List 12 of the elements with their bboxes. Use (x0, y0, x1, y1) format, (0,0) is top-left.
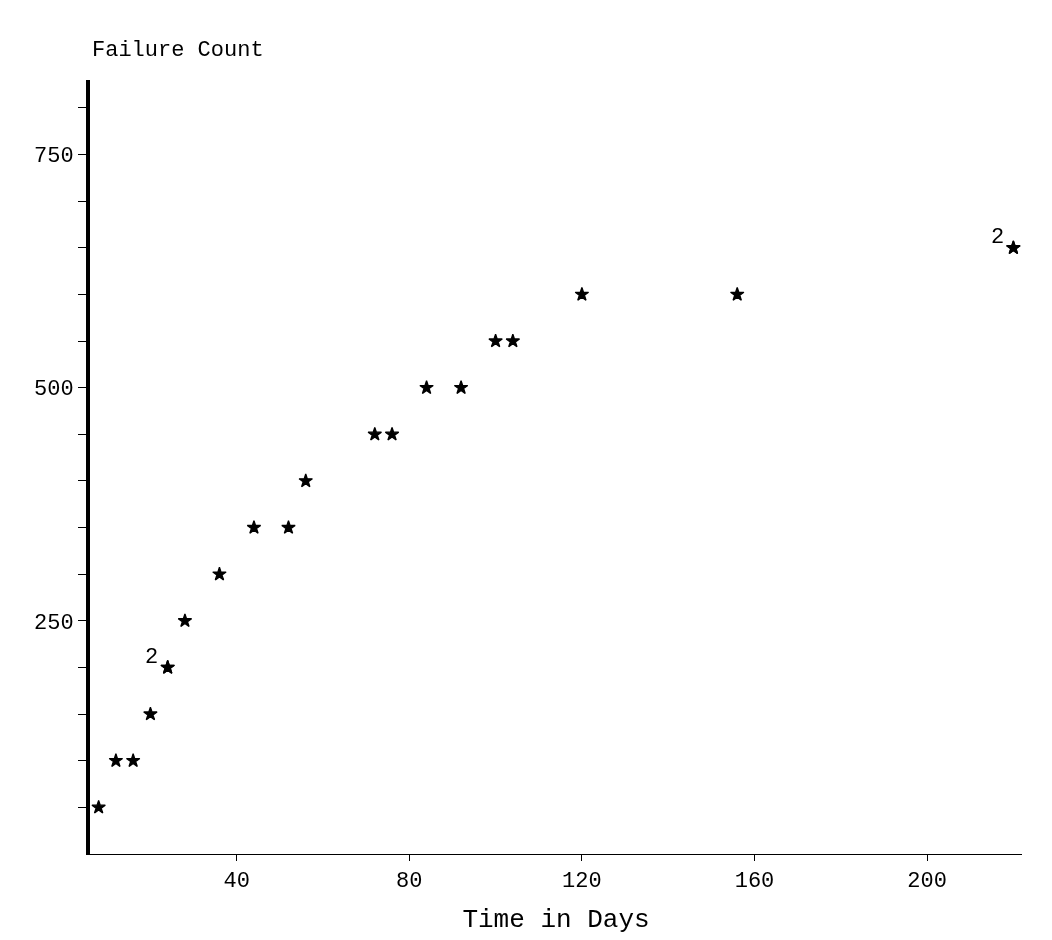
x-tick-label: 40 (223, 869, 250, 895)
y-tick-label: 500 (33, 377, 74, 403)
y-tick-label: 750 (33, 144, 74, 170)
annotation: 2 (145, 645, 159, 670)
x-tick-label: 80 (396, 869, 423, 895)
x-tick-label: 120 (562, 869, 602, 895)
x-tick-label: 200 (907, 869, 947, 895)
x-axis-title: Time in Days (462, 905, 650, 936)
y-tick-label: 250 (33, 610, 74, 636)
x-tick-label: 160 (734, 869, 775, 895)
y-axis-title: Failure Count (92, 38, 264, 63)
annotation: 2 (991, 225, 1005, 250)
